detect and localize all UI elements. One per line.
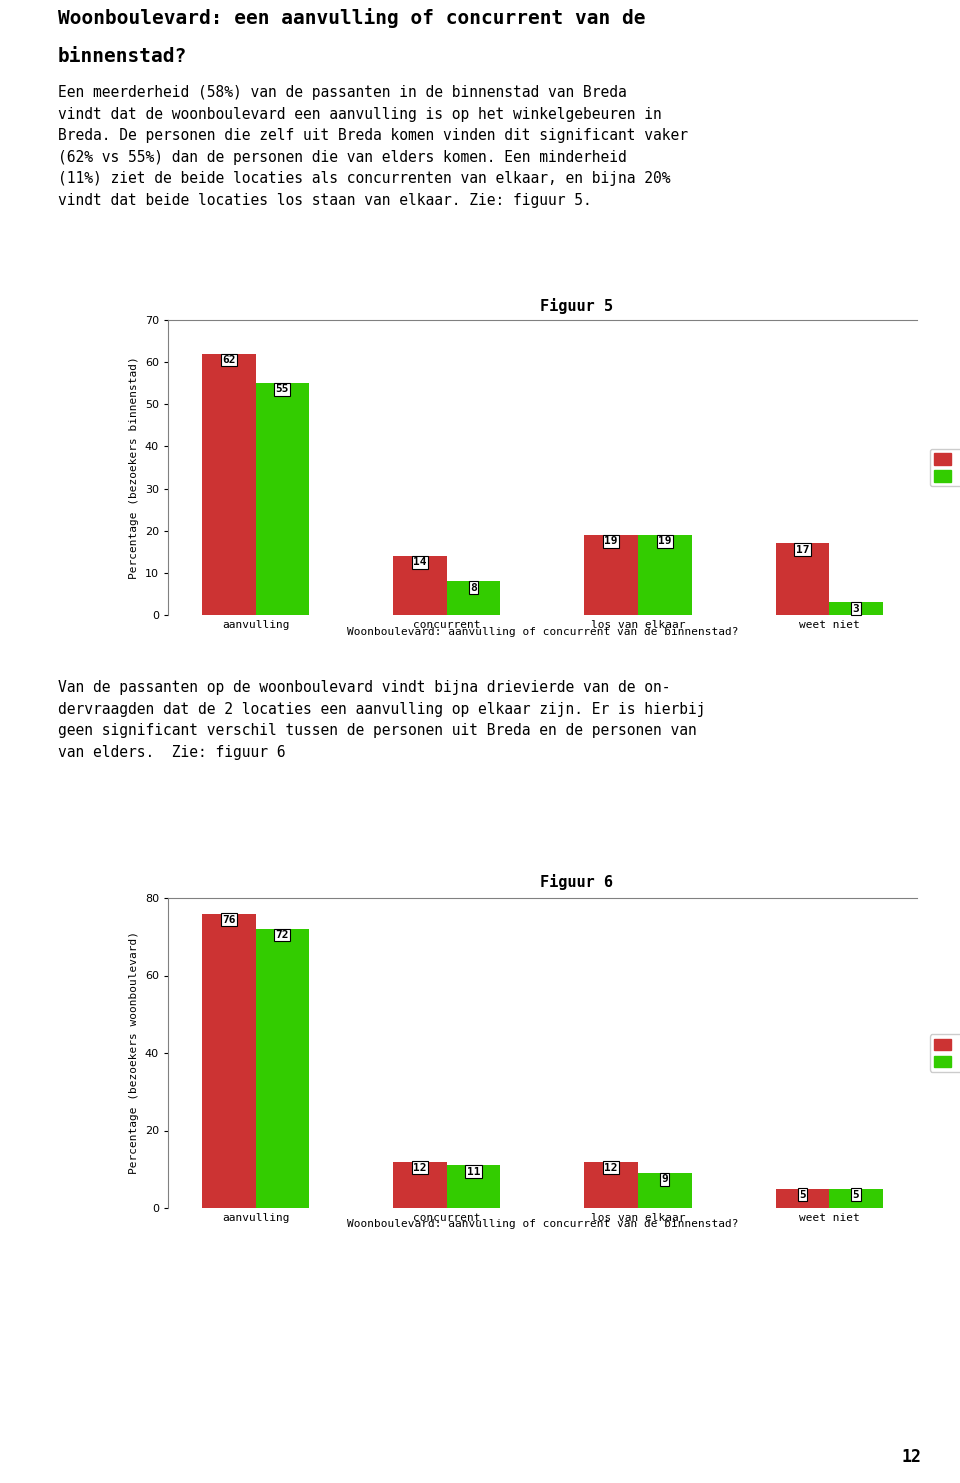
Text: 19: 19 — [605, 537, 618, 546]
Bar — [394, 556, 446, 615]
Bar — [776, 1189, 829, 1209]
Bar — [446, 581, 500, 615]
Text: Woonboulevard: aanvulling of concurrent van de binnenstad?: Woonboulevard: aanvulling of concurrent … — [347, 627, 738, 638]
Text: Een meerderheid (58%) van de passanten in de binnenstad van Breda
vindt dat de w: Een meerderheid (58%) van de passanten i… — [58, 85, 687, 208]
Text: 17: 17 — [796, 544, 809, 555]
Bar — [394, 1161, 446, 1209]
Bar — [638, 535, 691, 615]
Bar — [638, 1173, 691, 1209]
Bar — [446, 1166, 500, 1209]
Text: 72: 72 — [276, 930, 289, 940]
Text: 55: 55 — [276, 384, 289, 394]
Text: 12: 12 — [901, 1449, 922, 1467]
Text: Figuur 6: Figuur 6 — [540, 873, 612, 890]
Y-axis label: Percentage (bezoekers binnenstad): Percentage (bezoekers binnenstad) — [130, 356, 139, 578]
Text: 8: 8 — [470, 583, 477, 593]
Text: 11: 11 — [467, 1167, 480, 1176]
Bar — [829, 602, 883, 615]
Bar — [776, 543, 829, 615]
Text: 62: 62 — [222, 354, 235, 365]
Bar — [255, 928, 309, 1209]
Legend: Breda, elders: Breda, elders — [930, 449, 960, 486]
Legend: Breda, elders: Breda, elders — [930, 1034, 960, 1072]
Text: Figuur 5: Figuur 5 — [540, 298, 612, 314]
Text: 12: 12 — [413, 1163, 427, 1173]
Text: Een meerderheid (58%) van de passanten in de: Een meerderheid (58%) van de passanten i… — [58, 85, 451, 99]
Text: 12: 12 — [605, 1163, 618, 1173]
Text: Woonboulevard: een aanvulling of concurrent van de: Woonboulevard: een aanvulling of concurr… — [58, 7, 645, 28]
Text: Woonboulevard: aanvulling of concurrent van de binnenstad?: Woonboulevard: aanvulling of concurrent … — [347, 1219, 738, 1229]
Text: binnenstad?: binnenstad? — [58, 46, 187, 65]
Bar — [585, 535, 638, 615]
Text: 9: 9 — [661, 1175, 668, 1185]
Text: 5: 5 — [852, 1189, 859, 1200]
Text: 5: 5 — [799, 1189, 805, 1200]
Text: 76: 76 — [222, 915, 235, 925]
Bar — [255, 383, 309, 615]
Text: 3: 3 — [852, 604, 859, 614]
Text: 14: 14 — [413, 558, 427, 568]
Bar — [202, 914, 255, 1209]
Bar — [829, 1189, 883, 1209]
Text: Van de passanten op de woonboulevard vindt bijna drievierde van de on-
dervraagd: Van de passanten op de woonboulevard vin… — [58, 681, 705, 759]
Y-axis label: Percentage (bezoekers woonboulevard): Percentage (bezoekers woonboulevard) — [130, 931, 139, 1175]
Text: 19: 19 — [658, 537, 672, 546]
Bar — [585, 1161, 638, 1209]
Bar — [202, 354, 255, 615]
